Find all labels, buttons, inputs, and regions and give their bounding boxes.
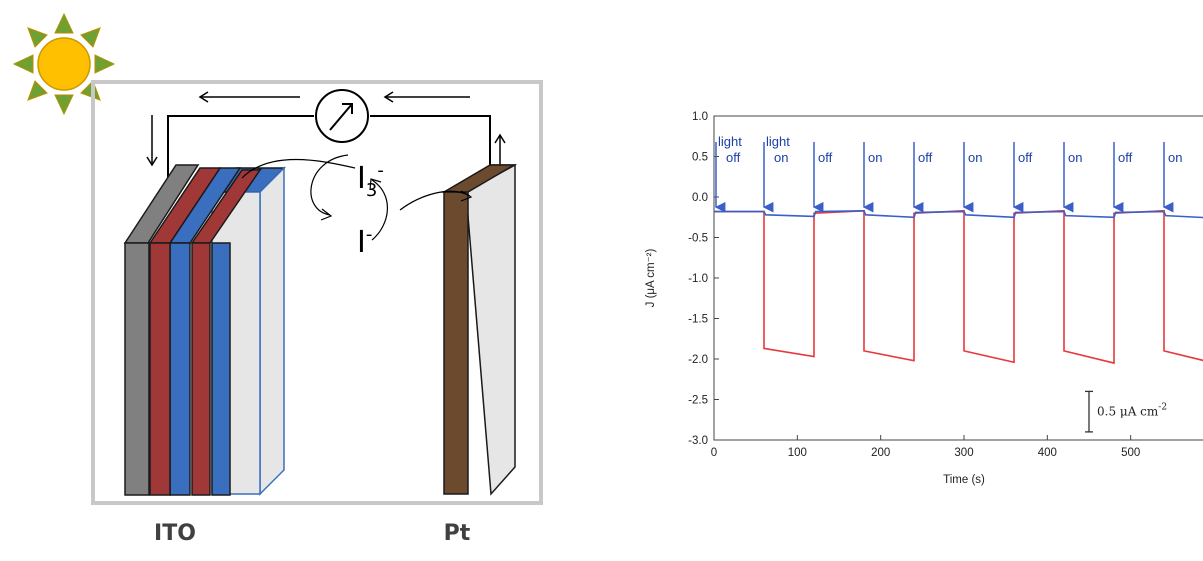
y-tick-label: 0.0 [692, 192, 708, 204]
annotation-line2: on [1068, 150, 1082, 165]
plot-area [713, 115, 1203, 441]
redox-arrows [241, 154, 473, 241]
red-layer [148, 167, 222, 496]
annotation-line1: light [718, 134, 742, 149]
annotation-layer: lightofflightonoffonoffonoffonoffonof [714, 134, 1182, 213]
blue-layer [210, 166, 286, 496]
annotation-line2: off [918, 150, 933, 165]
photocurrent-chart: 1.0 0.5 0.0 -0.5 -1.0 -1.5 -2.0 -2.5 -3.0 0 100 20… [645, 111, 1203, 486]
annotation-line1: light [766, 134, 790, 149]
annotation-line2: on [774, 150, 788, 165]
iodide-label: I- [357, 224, 372, 260]
y-tick-label: -0.5 [688, 233, 708, 245]
y-axis-ticks: 1.0 0.5 0.0 -0.5 -1.0 -1.5 -2.0 -2.5 -3.0 [688, 111, 719, 447]
annotation-line2: off [1118, 150, 1133, 165]
scale-bar-label: 0.5 μA cm-2 [1097, 403, 1167, 419]
pt-label: Pt [444, 521, 471, 546]
y-axis-title: J (μA cm⁻²) [645, 248, 657, 307]
x-tick-label: 100 [788, 447, 807, 459]
blue-layer [168, 167, 242, 496]
annotation-line2: on [1168, 150, 1182, 165]
annotation-line2: on [868, 150, 882, 165]
ito-gray-layer [123, 164, 200, 496]
annotation-line2: off [818, 150, 833, 165]
y-tick-label: 0.5 [692, 152, 708, 164]
y-tick-label: -2.5 [688, 395, 708, 407]
series-layer [714, 209, 1203, 365]
annotation-line2: off [1018, 150, 1033, 165]
ito-electrode-stack [123, 164, 286, 496]
ammeter-icon [315, 89, 369, 143]
x-tick-label: 200 [871, 447, 890, 459]
scale-bar: 0.5 μA cm-2 [1085, 390, 1167, 433]
sun-icon [12, 12, 116, 116]
pt-electrode [441, 163, 517, 496]
y-tick-label: -3.0 [688, 435, 708, 447]
x-tick-label: 500 [1121, 447, 1140, 459]
x-tick-label: 400 [1038, 447, 1057, 459]
red-layer [190, 169, 262, 496]
y-tick-label: -2.0 [688, 354, 708, 366]
external-circuit [167, 115, 491, 192]
annotation-line2: on [968, 150, 982, 165]
redox-cycle: I3- I- [241, 154, 473, 260]
series-line-2 [714, 209, 1203, 219]
x-tick-label: 0 [711, 447, 717, 459]
x-tick-label: 300 [954, 447, 973, 459]
cell-frame [91, 80, 543, 505]
x-axis-ticks: 010020030040050060 [711, 435, 1140, 459]
y-tick-label: -1.5 [688, 314, 708, 326]
triiodide-label: I3- [357, 160, 384, 201]
x-axis-title: Time (s) [943, 474, 985, 486]
series-line-1 [714, 209, 1203, 365]
y-tick-label: 1.0 [692, 111, 708, 123]
y-tick-label: -1.0 [688, 273, 708, 285]
annotation-line2: off [726, 150, 741, 165]
ito-label: ITO [154, 521, 196, 546]
cell-diagram: I3- I- ITO Pt [12, 12, 543, 546]
